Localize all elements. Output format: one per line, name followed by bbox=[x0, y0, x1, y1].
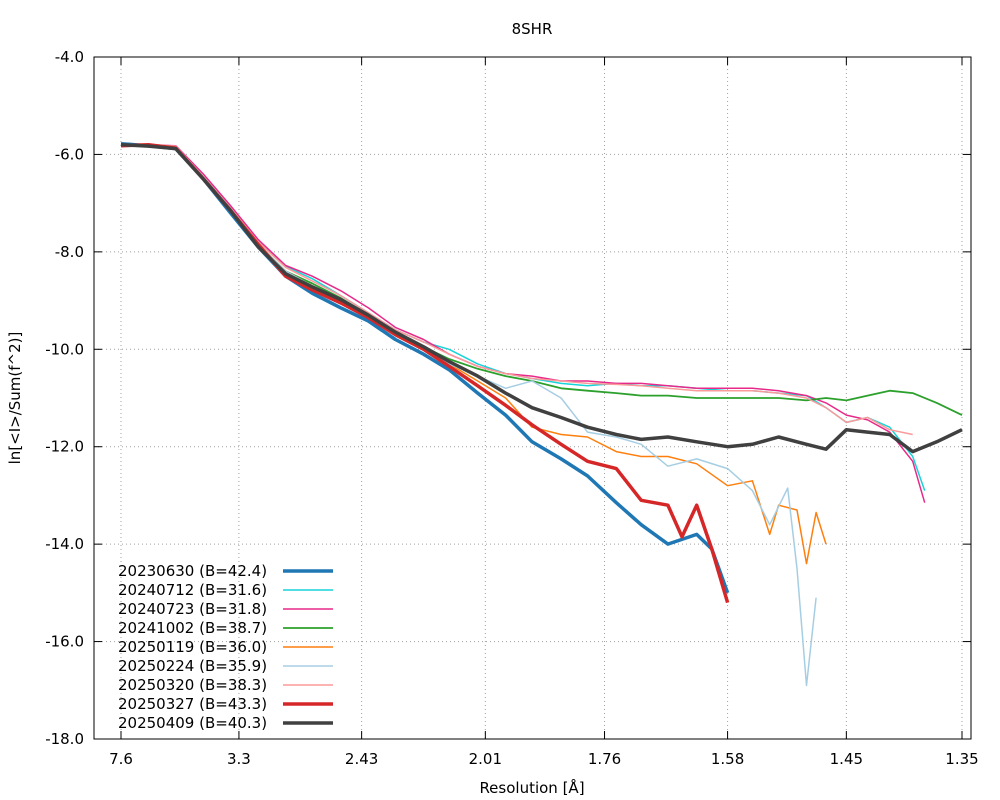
y-tick-label: -14.0 bbox=[45, 535, 84, 553]
legend-label: 20230630 (B=42.4) bbox=[118, 562, 267, 580]
y-tick-label: -4.0 bbox=[55, 48, 84, 66]
y-axis-title: ln[<I>/Sum(f^2)] bbox=[6, 332, 24, 465]
x-tick-label: 1.45 bbox=[830, 750, 863, 768]
series-line bbox=[120, 143, 963, 416]
tick-layer: 7.6 3.3 2.43 2.01 1.76 1.58 1.45 1.35 -4.0 -6.0 -8… bbox=[45, 48, 979, 768]
x-tick-label: 1.76 bbox=[588, 750, 621, 768]
series-line bbox=[120, 143, 913, 436]
legend-label: 20250320 (B=38.3) bbox=[118, 676, 267, 694]
chart-title: 8SHR bbox=[512, 20, 553, 38]
series-layer bbox=[120, 141, 963, 687]
y-tick-label: -16.0 bbox=[45, 633, 84, 651]
y-tick-label: -10.0 bbox=[45, 340, 84, 358]
x-tick-label: 1.58 bbox=[711, 750, 744, 768]
x-tick-label: 7.6 bbox=[109, 750, 133, 768]
x-tick-label: 2.43 bbox=[345, 750, 378, 768]
legend-label: 20241002 (B=38.7) bbox=[118, 619, 267, 637]
series-line bbox=[120, 142, 730, 604]
legend-label: 20250327 (B=43.3) bbox=[118, 695, 267, 713]
x-tick-label: 1.35 bbox=[945, 750, 978, 768]
legend-label: 20250224 (B=35.9) bbox=[118, 657, 267, 675]
legend-label: 20240712 (B=31.6) bbox=[118, 581, 267, 599]
y-tick-label: -8.0 bbox=[55, 243, 84, 261]
x-tick-label: 2.01 bbox=[469, 750, 502, 768]
legend-label: 20250119 (B=36.0) bbox=[118, 638, 267, 656]
series-line bbox=[121, 143, 926, 491]
x-axis-title: Resolution [Å] bbox=[479, 778, 584, 797]
y-tick-label: -12.0 bbox=[45, 438, 84, 456]
y-tick-label: -6.0 bbox=[55, 145, 84, 163]
legend: 20230630 (B=42.4)20240712 (B=31.6)202407… bbox=[118, 562, 333, 732]
legend-label: 20250409 (B=40.3) bbox=[118, 714, 267, 732]
y-tick-label: -18.0 bbox=[45, 730, 84, 748]
series-line bbox=[120, 143, 926, 503]
series-line bbox=[120, 141, 730, 594]
series-line bbox=[120, 142, 963, 454]
x-tick-label: 3.3 bbox=[227, 750, 251, 768]
legend-label: 20240723 (B=31.8) bbox=[118, 600, 267, 618]
plot-frame bbox=[93, 56, 972, 740]
